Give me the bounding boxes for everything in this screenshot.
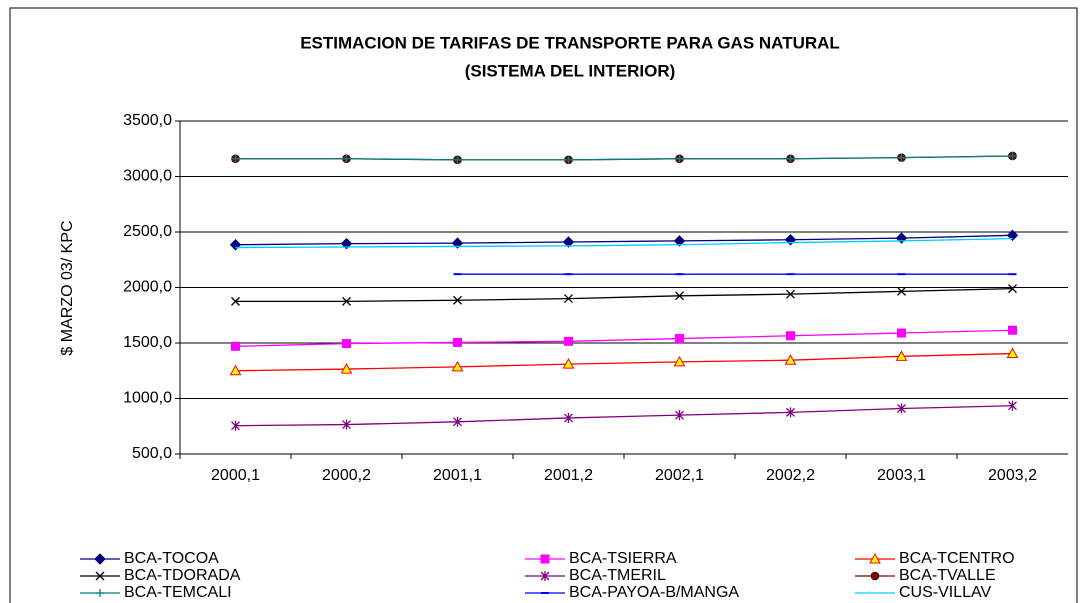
marker: [453, 155, 462, 164]
marker: [675, 334, 684, 344]
marker: [94, 553, 106, 565]
x-tick-label: 2002,1: [655, 467, 704, 484]
marker: [1008, 400, 1017, 411]
marker: [673, 355, 686, 367]
marker: [870, 571, 880, 581]
legend-label: BCA-TMERIL: [569, 567, 666, 584]
marker: [562, 236, 575, 248]
marker: [564, 336, 573, 346]
y-tick-label: 2000,0: [123, 279, 172, 296]
marker: [675, 291, 684, 301]
y-tick-label: 1000,0: [123, 390, 172, 407]
chart-title: ESTIMACION DE TARIFAS DE TRANSPORTE PARA…: [300, 33, 840, 52]
legend-label: BCA-TSIERRA: [569, 550, 677, 567]
marker: [453, 295, 462, 305]
x-tick-label: 2002,2: [766, 467, 815, 484]
x-tick-label: 2003,1: [877, 467, 926, 484]
series-line: [235, 287, 1013, 303]
x-tick-label: 2001,1: [433, 467, 482, 484]
marker: [342, 296, 351, 306]
marker: [231, 154, 240, 163]
marker: [675, 154, 684, 163]
marker: [340, 237, 353, 250]
marker: [786, 154, 795, 163]
marker: [564, 294, 573, 304]
marker: [786, 331, 795, 341]
y-tick-label: 2500,0: [123, 223, 172, 240]
legend-label: BCA-TVALLE: [899, 567, 996, 584]
series-line: [235, 155, 1013, 161]
marker: [895, 350, 908, 361]
marker: [897, 328, 906, 338]
marker: [540, 571, 550, 581]
marker: [564, 412, 573, 423]
legend-label: CUS-VILLAV: [899, 584, 992, 601]
marker: [675, 410, 684, 421]
marker: [342, 154, 351, 163]
marker: [673, 235, 686, 247]
legend-label: BCA-TOCOA: [124, 550, 219, 567]
legend-label: BCA-TDORADA: [124, 567, 241, 584]
x-tick-label: 2001,2: [544, 467, 593, 484]
marker: [1008, 151, 1017, 160]
x-tick-label: 2000,1: [211, 467, 260, 484]
marker: [231, 420, 240, 431]
marker: [897, 153, 906, 162]
y-tick-label: 3000,0: [123, 168, 172, 185]
marker: [784, 354, 797, 365]
marker: [1008, 325, 1017, 335]
marker: [342, 339, 351, 349]
marker: [95, 571, 105, 581]
marker: [231, 296, 240, 306]
y-tick-label: 3500,0: [123, 112, 172, 129]
marker: [897, 286, 906, 296]
marker: [786, 289, 795, 299]
marker: [786, 407, 795, 418]
x-tick-label: 2003,2: [988, 467, 1037, 484]
series-line: [235, 234, 1013, 246]
marker: [897, 403, 906, 414]
series-line: [235, 238, 1013, 249]
marker: [229, 364, 242, 376]
marker: [1008, 284, 1017, 294]
marker: [340, 363, 353, 374]
marker: [453, 416, 462, 427]
marker: [564, 155, 573, 164]
chart-frame: [9, 7, 1078, 603]
series-line: [235, 352, 1013, 372]
marker: [451, 237, 464, 249]
y-tick-label: 500,0: [132, 445, 172, 462]
marker: [540, 554, 550, 564]
marker: [342, 419, 351, 430]
series-line: [235, 329, 1013, 347]
legend-label: BCA-PAYOA-B/MANGA: [569, 584, 739, 601]
marker: [231, 341, 240, 351]
marker: [869, 552, 881, 564]
x-tick-label: 2000,2: [322, 467, 371, 484]
chart-subtitle: (SISTEMA DEL INTERIOR): [465, 61, 676, 80]
y-tick-label: 1500,0: [123, 334, 172, 351]
marker: [1006, 229, 1019, 242]
marker: [562, 358, 575, 369]
y-axis-label: $ MARZO 03/ KPC: [59, 220, 76, 355]
legend-label: BCA-TEMCALI: [124, 584, 232, 601]
marker: [451, 360, 464, 372]
legend-label: BCA-TCENTRO: [899, 550, 1015, 567]
series-line: [235, 405, 1013, 427]
marker: [96, 589, 104, 597]
marker: [453, 337, 462, 347]
marker: [1006, 347, 1019, 359]
